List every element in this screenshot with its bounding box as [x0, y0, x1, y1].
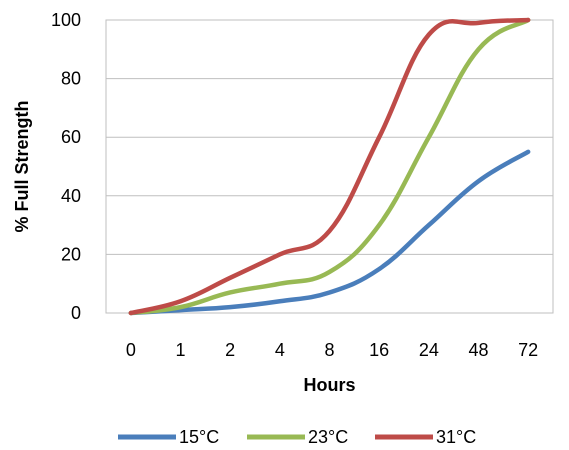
y-tick-label: 100: [51, 10, 81, 30]
legend-item-1: 15°C: [118, 427, 219, 447]
series-layer: [128, 17, 531, 316]
y-axis-title: % Full Strength: [12, 101, 32, 233]
x-tick-label: 1: [175, 340, 185, 360]
grid-layer: [106, 19, 553, 314]
y-tick-label: 0: [71, 303, 81, 323]
x-tick-label: 48: [468, 340, 488, 360]
x-axis-title: Hours: [303, 375, 355, 395]
legend-label: 23°C: [308, 427, 348, 447]
legend: 15°C 23°C 31°C: [118, 427, 476, 447]
legend-label: 15°C: [179, 427, 219, 447]
series-line-1: [128, 149, 531, 316]
y-tick-label: 40: [61, 186, 81, 206]
series-line-2: [128, 17, 531, 316]
x-axis-tick-labels: 0 1 2 4 8 16 24 48 72: [126, 340, 538, 360]
series-line-3: [128, 17, 531, 316]
y-tick-label: 80: [61, 69, 81, 89]
legend-item-3: 31°C: [375, 427, 476, 447]
x-tick-label: 4: [275, 340, 285, 360]
x-tick-label: 24: [419, 340, 439, 360]
x-tick-label: 2: [225, 340, 235, 360]
x-tick-label: 8: [324, 340, 334, 360]
legend-label: 31°C: [436, 427, 476, 447]
y-tick-label: 20: [61, 244, 81, 264]
x-tick-label: 16: [369, 340, 389, 360]
x-tick-label: 72: [518, 340, 538, 360]
legend-item-2: 23°C: [247, 427, 348, 447]
x-tick-label: 0: [126, 340, 136, 360]
plot-area-border: [105, 19, 554, 314]
y-axis-tick-labels: 0 20 40 60 80 100: [51, 10, 81, 323]
y-tick-label: 60: [61, 127, 81, 147]
